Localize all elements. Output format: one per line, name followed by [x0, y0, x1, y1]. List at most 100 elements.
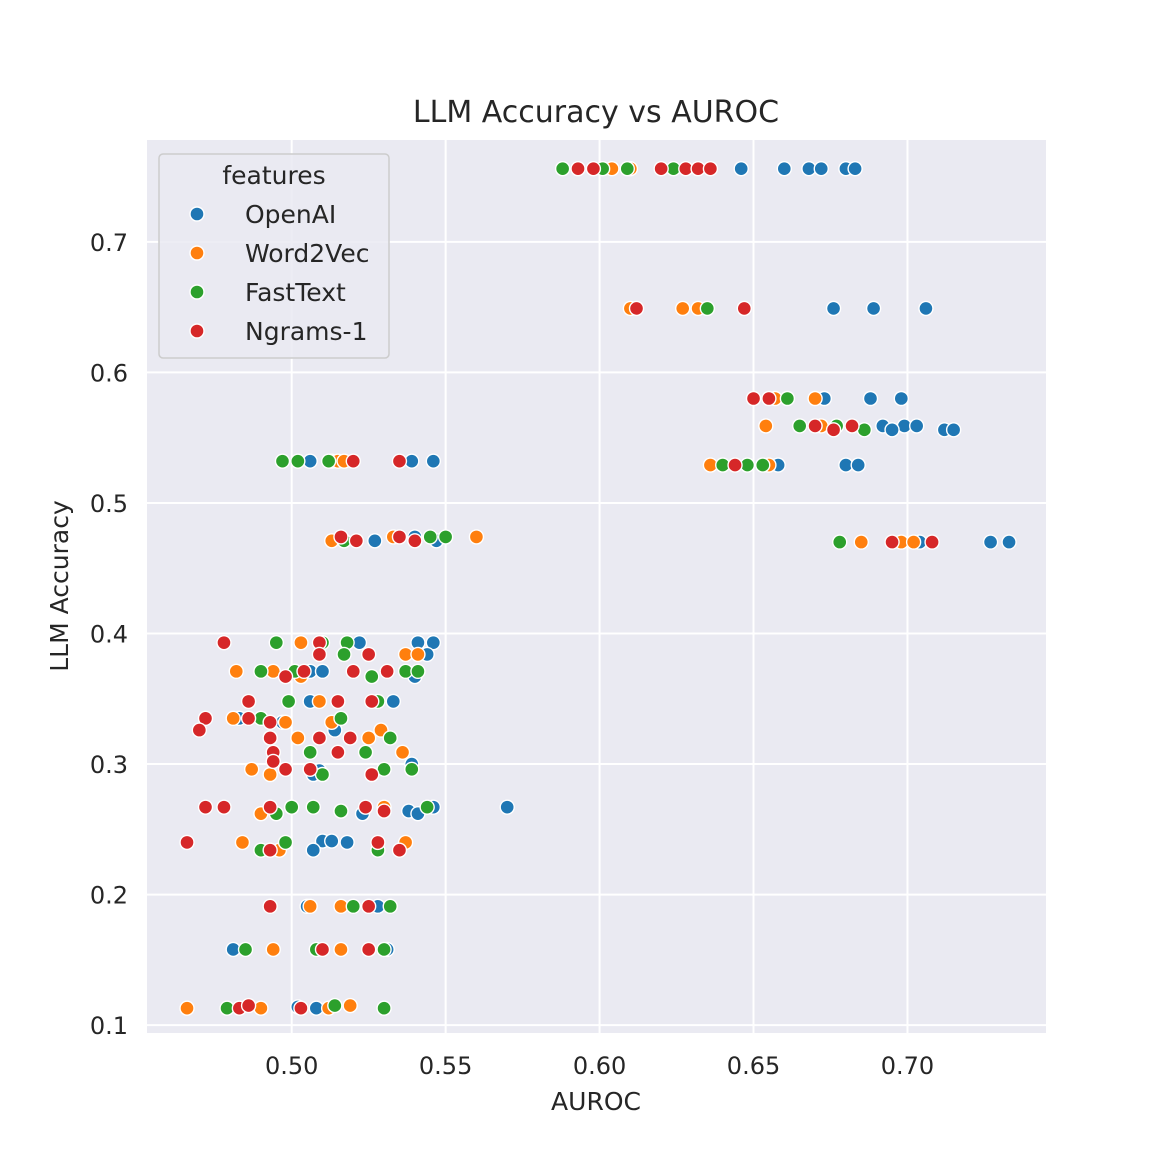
data-point: [330, 693, 346, 710]
data-point: [391, 453, 408, 469]
data-points: [179, 161, 1017, 1016]
data-point: [290, 730, 306, 746]
legend-label: FastText: [245, 278, 346, 307]
data-point: [585, 161, 602, 177]
data-point: [419, 799, 435, 815]
data-point: [290, 453, 306, 469]
data-point: [918, 300, 934, 317]
data-point: [265, 941, 281, 958]
data-point: [311, 730, 328, 746]
data-point: [468, 529, 485, 545]
chart-title: LLM Accuracy vs AUROC: [413, 95, 779, 130]
data-point: [293, 634, 309, 651]
data-point: [237, 941, 254, 958]
data-point: [333, 529, 349, 545]
data-point: [197, 799, 214, 815]
data-point: [262, 714, 278, 730]
data-point: [339, 834, 355, 851]
legend-marker: [189, 284, 205, 300]
data-point: [345, 898, 361, 915]
data-point: [253, 1000, 269, 1016]
y-axis-title: LLM Accuracy: [45, 500, 74, 672]
data-point: [761, 390, 777, 407]
data-point: [268, 634, 285, 651]
y-tick-label: 0.7: [90, 229, 128, 257]
data-point: [327, 997, 343, 1014]
data-point: [216, 634, 232, 651]
x-tick-label: 0.65: [727, 1052, 780, 1080]
data-point: [216, 799, 232, 815]
data-point: [982, 534, 999, 550]
data-point: [364, 693, 380, 710]
data-point: [293, 1000, 309, 1016]
legend-label: OpenAI: [245, 200, 336, 229]
data-point: [360, 730, 377, 746]
data-point: [240, 997, 257, 1014]
y-tick-labels: 0.1 0.2 0.3 0.4 0.5 0.6 0.7: [90, 229, 128, 1040]
data-point: [391, 842, 408, 858]
data-point: [277, 668, 294, 685]
data-point: [745, 390, 762, 407]
data-point: [360, 646, 377, 663]
data-point: [360, 941, 377, 958]
data-point: [853, 534, 869, 550]
x-axis-title: AUROC: [551, 1087, 641, 1116]
data-point: [908, 418, 925, 434]
data-point: [791, 418, 808, 434]
data-point: [675, 300, 691, 317]
data-point: [727, 457, 743, 473]
data-point: [330, 744, 346, 761]
data-point: [277, 834, 294, 851]
data-point: [884, 422, 900, 438]
data-point: [243, 761, 260, 777]
data-point: [850, 457, 866, 473]
data-point: [333, 710, 349, 727]
data-point: [422, 529, 438, 545]
data-point: [425, 634, 442, 651]
data-point: [924, 534, 940, 550]
data-point: [265, 753, 281, 770]
data-point: [699, 300, 716, 317]
data-point: [320, 453, 337, 469]
data-point: [407, 533, 423, 549]
data-point: [302, 761, 318, 777]
data-point: [342, 730, 358, 746]
data-point: [305, 842, 321, 858]
data-point: [832, 534, 848, 550]
data-point: [410, 663, 426, 680]
y-tick-label: 0.1: [90, 1012, 128, 1040]
data-point: [296, 663, 312, 680]
data-point: [342, 997, 358, 1014]
data-point: [364, 766, 380, 783]
y-tick-label: 0.5: [90, 490, 128, 518]
legend-marker: [189, 323, 205, 339]
x-tick-labels: 0.50 0.55 0.60 0.65 0.70: [265, 1052, 934, 1080]
data-point: [379, 663, 395, 680]
data-point: [225, 710, 241, 727]
data-point: [884, 534, 900, 550]
data-point: [305, 799, 321, 815]
data-point: [240, 693, 257, 710]
data-point: [776, 161, 793, 177]
data-point: [825, 422, 842, 438]
y-tick-label: 0.4: [90, 621, 128, 649]
data-point: [333, 803, 349, 819]
y-tick-label: 0.3: [90, 751, 128, 779]
legend-marker: [189, 245, 205, 261]
data-point: [385, 693, 402, 710]
x-tick-label: 0.55: [419, 1052, 472, 1080]
data-point: [262, 842, 278, 858]
data-point: [733, 161, 749, 177]
data-point: [348, 533, 365, 549]
series-ngrams-1: [179, 161, 940, 1016]
data-point: [360, 898, 377, 915]
data-point: [382, 898, 398, 915]
data-point: [234, 834, 251, 851]
data-point: [274, 453, 291, 469]
data-point: [499, 799, 515, 815]
data-point: [865, 300, 882, 317]
data-point: [345, 453, 361, 469]
data-point: [755, 457, 771, 473]
grid: [147, 140, 1046, 1033]
data-point: [314, 663, 331, 680]
